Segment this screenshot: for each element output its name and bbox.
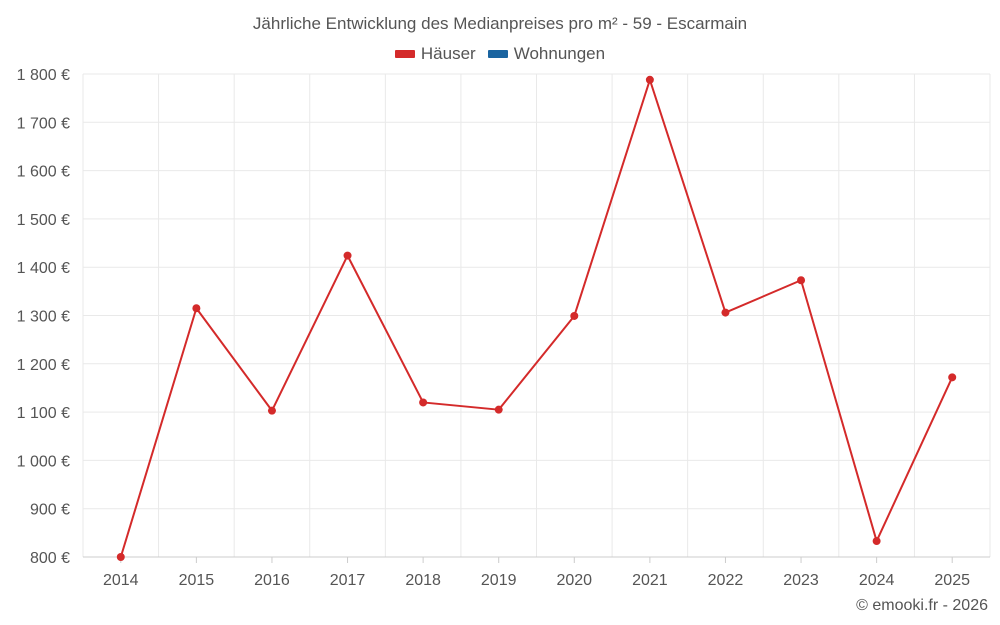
- y-tick-label: 1 400 €: [17, 260, 70, 277]
- legend-label-apartments: Wohnungen: [513, 44, 606, 63]
- data-point: [948, 373, 957, 382]
- legend-item-houses[interactable]: Häuser: [394, 44, 476, 64]
- data-point: [645, 75, 654, 84]
- data-point: [721, 308, 730, 317]
- series-line-houses: [119, 78, 954, 558]
- legend: Häuser Wohnungen: [0, 44, 1000, 64]
- x-tick-label: 2017: [330, 572, 366, 589]
- y-tick-label: 1 800 €: [17, 67, 70, 84]
- x-tick-label: 2020: [556, 572, 592, 589]
- data-point: [267, 406, 276, 415]
- data-point: [872, 537, 881, 546]
- y-tick-label: 1 000 €: [17, 453, 70, 470]
- y-tick-label: 1 100 €: [17, 405, 70, 422]
- y-tick-label: 1 700 €: [17, 115, 70, 132]
- data-point: [192, 304, 201, 313]
- data-point: [570, 311, 579, 320]
- y-tick-label: 1 200 €: [17, 357, 70, 374]
- x-tick-label: 2014: [103, 572, 139, 589]
- legend-label-houses: Häuser: [420, 44, 476, 63]
- data-point: [494, 405, 503, 414]
- x-tick-label: 2016: [254, 572, 290, 589]
- x-tick-label: 2021: [632, 572, 668, 589]
- y-tick-label: 900 €: [30, 502, 70, 519]
- legend-swatch-houses: [394, 50, 415, 58]
- y-tick-label: 800 €: [30, 550, 70, 567]
- data-point: [116, 553, 125, 561]
- legend-swatch-apartments: [487, 50, 508, 58]
- credit-text: © emooki.fr - 2026: [856, 597, 988, 614]
- y-tick-label: 1 500 €: [17, 212, 70, 229]
- x-tick-label: 2024: [859, 572, 895, 589]
- x-tick-label: 2025: [934, 572, 970, 589]
- x-tick-label: 2022: [708, 572, 744, 589]
- chart-title: Jährliche Entwicklung des Medianpreises …: [252, 14, 748, 33]
- x-tick-label: 2018: [405, 572, 441, 589]
- y-tick-label: 1 600 €: [17, 164, 70, 181]
- y-tick-label: 1 300 €: [17, 309, 70, 326]
- legend-item-apartments[interactable]: Wohnungen: [487, 44, 606, 64]
- data-point: [797, 276, 806, 285]
- data-point: [419, 398, 428, 407]
- x-tick-label: 2015: [179, 572, 215, 589]
- data-point: [343, 251, 352, 260]
- x-tick-label: 2019: [481, 572, 517, 589]
- x-tick-label: 2023: [783, 572, 819, 589]
